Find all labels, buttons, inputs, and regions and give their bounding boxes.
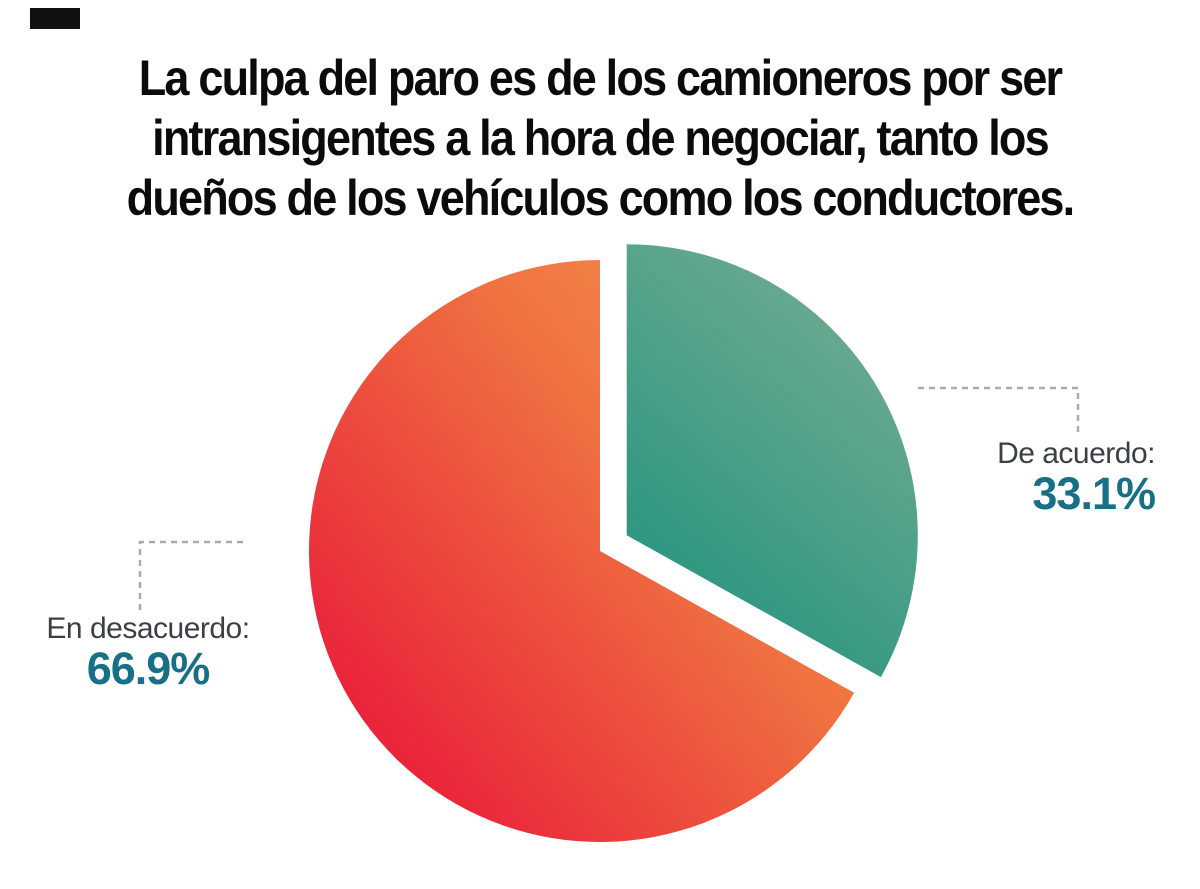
callout-de-acuerdo: De acuerdo: 33.1% [997, 437, 1156, 519]
callout-de-acuerdo-label: De acuerdo: [997, 437, 1155, 470]
corner-mark [30, 8, 80, 29]
callout-line-de-acuerdo [918, 386, 1080, 434]
pie-slices [308, 244, 918, 842]
callout-en-desacuerdo-value: 66.9% [86, 643, 211, 694]
callout-en-desacuerdo-label: En desacuerdo: [46, 612, 250, 645]
callout-de-acuerdo-value: 33.1% [1032, 468, 1156, 519]
pie-slice-de-acuerdo [626, 244, 918, 678]
callout-en-desacuerdo: En desacuerdo: 66.9% [38, 612, 258, 692]
title-line-1: La culpa del paro es de los camioneros p… [138, 50, 1063, 106]
title-line-2: intransigentes a la hora de negociar, ta… [152, 110, 1049, 166]
title-line-3: dueños de los vehículos como los conduct… [126, 170, 1076, 226]
pie-slice-en-desacuerdo [308, 260, 855, 842]
chart-title: La culpa del paro es de los camioneros p… [60, 48, 1140, 228]
callout-line-en-desacuerdo [138, 540, 243, 610]
